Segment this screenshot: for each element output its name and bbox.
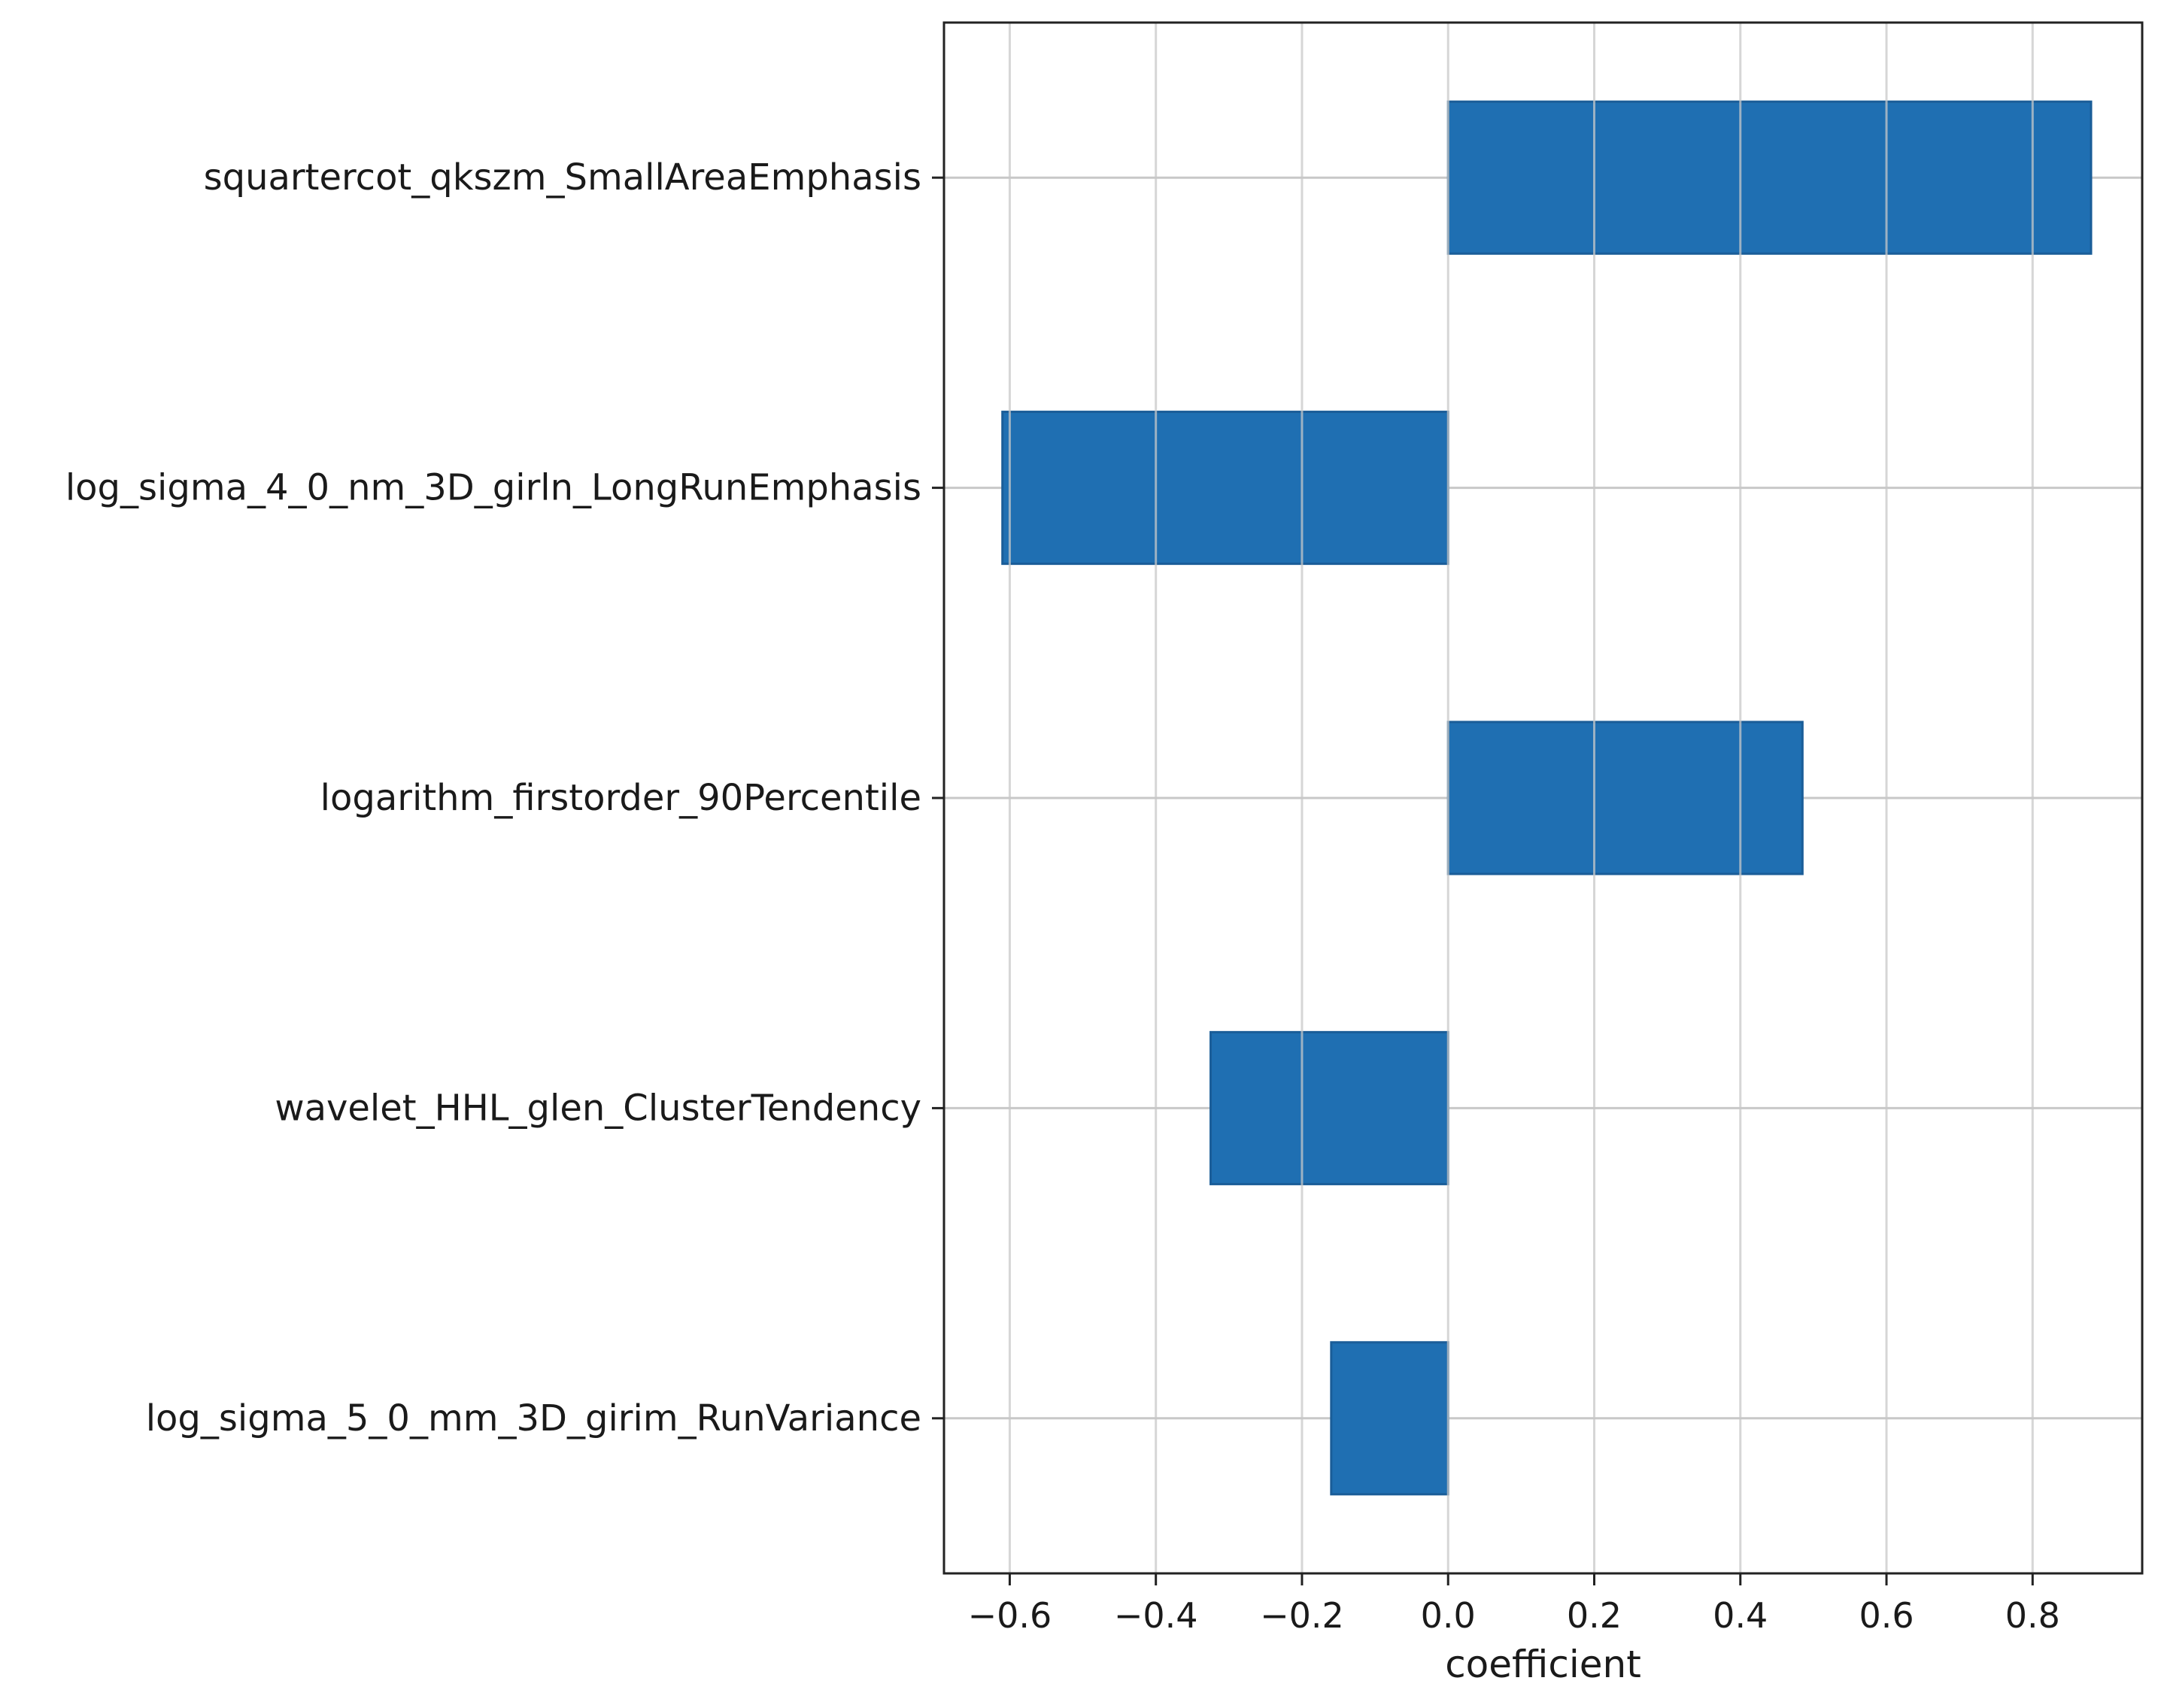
y-tick-label: wavelet_HHL_glen_ClusterTendency xyxy=(275,1087,921,1129)
x-axis-title: coefficient xyxy=(1445,1643,1641,1686)
y-tick-label: logarithm_firstorder_90Percentile xyxy=(320,777,921,819)
y-tick-label: log_sigma_5_0_mm_3D_girim_RunVariance xyxy=(146,1397,921,1440)
bar xyxy=(1446,100,2093,255)
x-tick-label: −0.2 xyxy=(1260,1595,1344,1636)
bar xyxy=(1209,1030,1449,1185)
x-tick-label: 0.2 xyxy=(1567,1595,1622,1636)
bars xyxy=(1001,100,2093,1496)
x-axis-ticks: −0.6 −0.4 −0.2 0.0 0.2 0.4 0.6 0.8 xyxy=(968,1573,2060,1636)
bar xyxy=(1446,721,1804,875)
y-tick-label: log_sigma_4_0_nm_3D_girln_LongRunEmphasi… xyxy=(65,467,921,509)
x-tick-label: 0.8 xyxy=(2005,1595,2060,1636)
x-tick-label: 0.4 xyxy=(1713,1595,1768,1636)
y-axis-ticks: squartercot_qkszm_SmallAreaEmphasis log_s… xyxy=(65,156,944,1440)
y-tick-label: squartercot_qkszm_SmallAreaEmphasis xyxy=(204,156,921,199)
x-tick-label: 0.6 xyxy=(1859,1595,1914,1636)
x-tick-label: −0.4 xyxy=(1114,1595,1198,1636)
x-tick-label: −0.6 xyxy=(968,1595,1052,1636)
bar xyxy=(1001,411,1449,566)
bar xyxy=(1330,1341,1449,1496)
x-tick-label: 0.0 xyxy=(1421,1595,1476,1636)
